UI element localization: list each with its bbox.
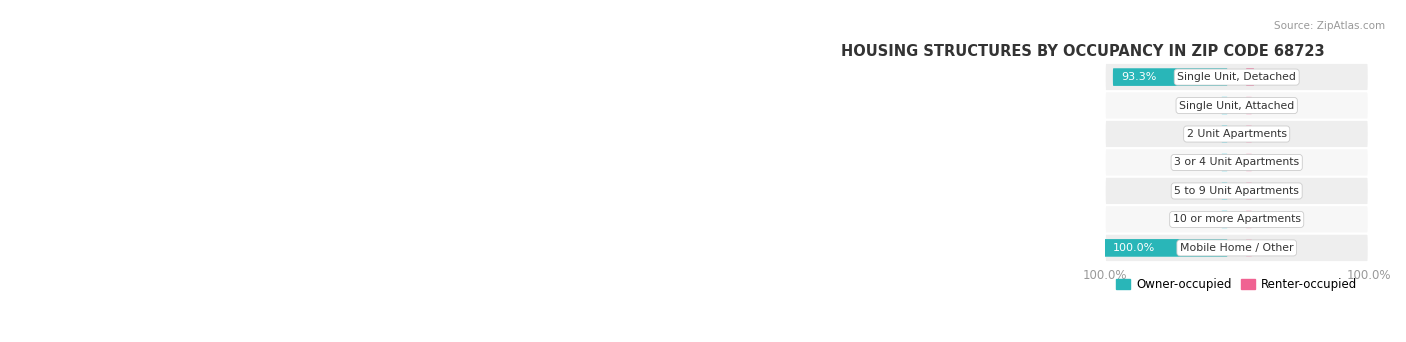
FancyBboxPatch shape [1222, 154, 1227, 171]
Text: 3 or 4 Unit Apartments: 3 or 4 Unit Apartments [1174, 158, 1299, 168]
FancyBboxPatch shape [1246, 68, 1254, 86]
Text: Mobile Home / Other: Mobile Home / Other [1180, 243, 1294, 253]
FancyBboxPatch shape [1105, 91, 1369, 120]
FancyBboxPatch shape [1222, 182, 1227, 200]
FancyBboxPatch shape [1246, 154, 1251, 171]
Text: 0.0%: 0.0% [1192, 129, 1220, 139]
Legend: Owner-occupied, Renter-occupied: Owner-occupied, Renter-occupied [1111, 274, 1362, 296]
Text: Source: ZipAtlas.com: Source: ZipAtlas.com [1274, 21, 1385, 30]
FancyBboxPatch shape [1222, 211, 1227, 228]
Text: 93.3%: 93.3% [1121, 72, 1156, 82]
Text: 6.7%: 6.7% [1254, 72, 1284, 82]
FancyBboxPatch shape [1105, 234, 1369, 262]
Text: 0.0%: 0.0% [1253, 129, 1281, 139]
FancyBboxPatch shape [1246, 125, 1251, 143]
Text: 5 to 9 Unit Apartments: 5 to 9 Unit Apartments [1174, 186, 1299, 196]
Text: 0.0%: 0.0% [1253, 101, 1281, 110]
Text: 2 Unit Apartments: 2 Unit Apartments [1187, 129, 1286, 139]
Text: Single Unit, Detached: Single Unit, Detached [1177, 72, 1296, 82]
Text: 0.0%: 0.0% [1253, 214, 1281, 224]
FancyBboxPatch shape [1222, 125, 1227, 143]
Text: Single Unit, Attached: Single Unit, Attached [1180, 101, 1295, 110]
Text: 0.0%: 0.0% [1253, 186, 1281, 196]
FancyBboxPatch shape [1246, 97, 1251, 114]
Text: 0.0%: 0.0% [1192, 101, 1220, 110]
FancyBboxPatch shape [1246, 182, 1251, 200]
Text: 10 or more Apartments: 10 or more Apartments [1173, 214, 1301, 224]
FancyBboxPatch shape [1114, 68, 1227, 86]
Text: 0.0%: 0.0% [1253, 243, 1281, 253]
FancyBboxPatch shape [1105, 148, 1369, 177]
FancyBboxPatch shape [1246, 211, 1251, 228]
FancyBboxPatch shape [1105, 205, 1369, 234]
FancyBboxPatch shape [1246, 239, 1251, 257]
Text: 0.0%: 0.0% [1192, 214, 1220, 224]
Text: 0.0%: 0.0% [1192, 186, 1220, 196]
FancyBboxPatch shape [1105, 177, 1369, 205]
Text: 100.0%: 100.0% [1114, 243, 1156, 253]
FancyBboxPatch shape [1105, 120, 1369, 148]
Text: 0.0%: 0.0% [1192, 158, 1220, 168]
FancyBboxPatch shape [1105, 63, 1369, 91]
Text: HOUSING STRUCTURES BY OCCUPANCY IN ZIP CODE 68723: HOUSING STRUCTURES BY OCCUPANCY IN ZIP C… [841, 44, 1324, 58]
Text: 0.0%: 0.0% [1253, 158, 1281, 168]
FancyBboxPatch shape [1105, 239, 1227, 257]
FancyBboxPatch shape [1222, 97, 1227, 114]
